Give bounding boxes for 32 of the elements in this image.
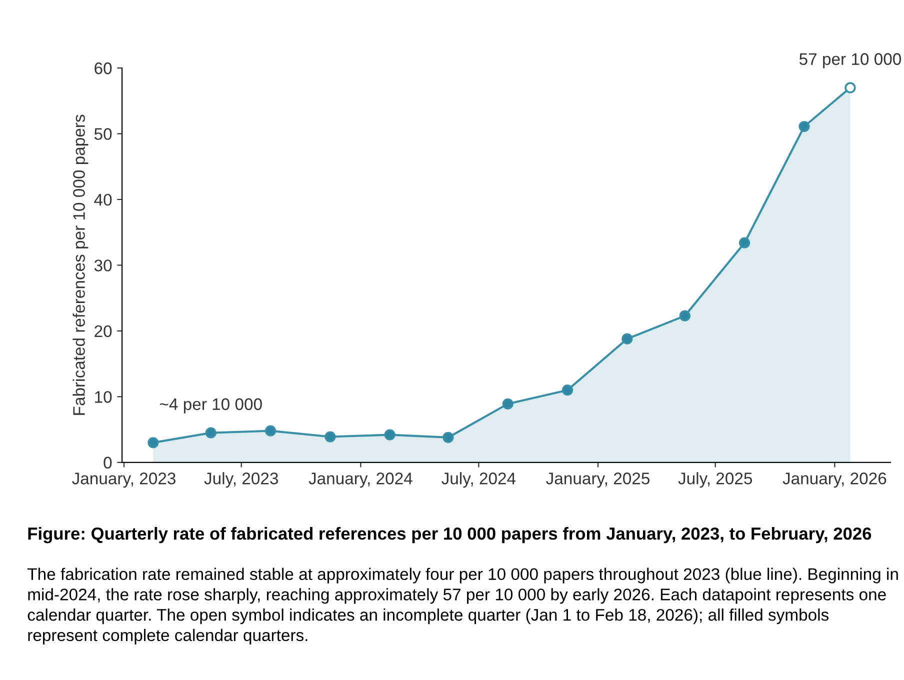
point — [738, 237, 750, 248]
point — [148, 437, 159, 448]
point — [442, 432, 454, 443]
point — [622, 333, 633, 344]
point — [264, 425, 276, 436]
x-tick-label: January, 2023 — [72, 472, 176, 488]
y-tick-label: 30 — [94, 260, 112, 272]
x-tick-label: July, 2023 — [204, 472, 278, 488]
point — [324, 431, 336, 442]
y-tick-label: 60 — [94, 62, 112, 74]
point — [205, 427, 216, 438]
point — [844, 82, 856, 94]
y-axis-title: Fabricated references per 10 000 papers — [72, 114, 88, 415]
x-tick-label: January, 2024 — [308, 472, 412, 488]
y-tick-label: 20 — [94, 325, 112, 338]
annotation: 57 per 10 000 — [799, 53, 902, 68]
text: The fabrication rate remained stable at approximately four per 10 000 papers throughout 2023 (blue line). Beginning in mid-2024, the rate rose sharply, reaching approximately 57 per 10 000 by early 2026. Each datapoint represents one calendar quarter. The open symbol indicates an incomplete quarter (Jan 1 to Feb 18, 2026); all filled symbols represent complete calendar quarters. — [27, 568, 898, 644]
point — [502, 398, 514, 410]
y-tick-label: 50 — [94, 128, 112, 140]
point — [562, 384, 574, 396]
x-tick-label: July, 2024 — [442, 472, 516, 488]
annotation: ~4 per 10 000 — [160, 398, 262, 414]
point — [384, 429, 396, 440]
y-tick-label: 0 — [104, 456, 112, 469]
x-tick-label: July, 2025 — [678, 472, 752, 488]
x-tick-label: January, 2026 — [782, 472, 886, 488]
y-tick-label: 10 — [95, 391, 112, 403]
y-tick-label: 40 — [94, 194, 112, 206]
text: Figure: Quarterly rate of fabricated references per 10 000 papers from January, 2023, to February, 2026 — [28, 527, 872, 544]
x-tick-label: January, 2025 — [546, 472, 650, 488]
point — [679, 310, 690, 322]
point — [798, 120, 810, 132]
